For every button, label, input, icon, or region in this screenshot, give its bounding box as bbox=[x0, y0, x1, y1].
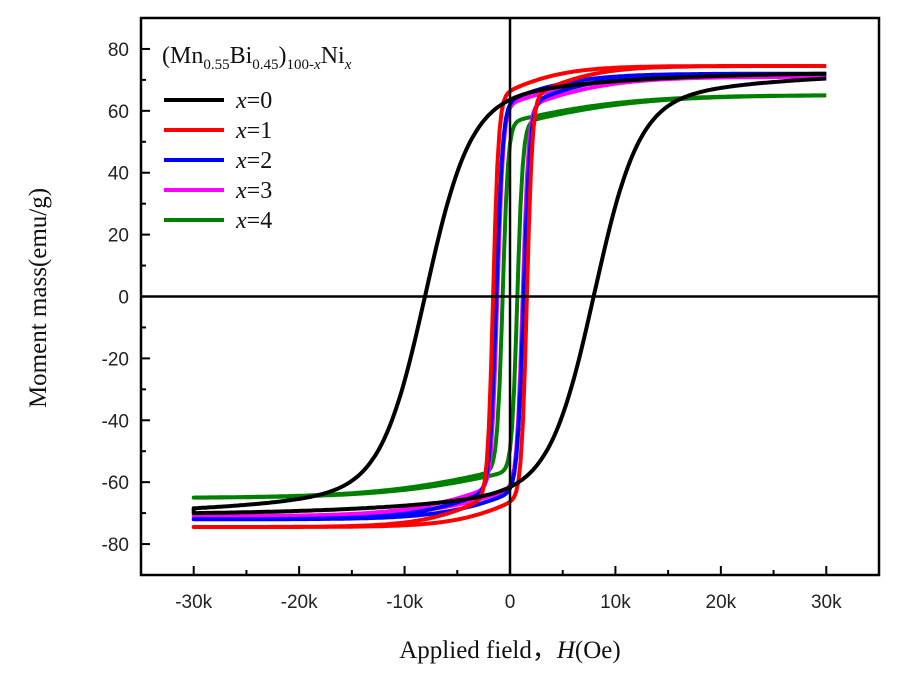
x-axis-title: Applied field，H(Oe) bbox=[399, 637, 620, 664]
x-tick-label: -20k bbox=[281, 592, 318, 613]
legend: (Mn0.55Bi0.45)100-xNix x=0 x=1 x=2 x=3 x=4 bbox=[162, 43, 352, 234]
x-axis-title-var: H bbox=[556, 637, 577, 664]
x-tick-label: 0 bbox=[505, 592, 516, 613]
x-axis-title-unit: (Oe) bbox=[575, 637, 621, 664]
series-line bbox=[191, 64, 827, 529]
y-tick-label: -60 bbox=[102, 473, 129, 494]
y-tick-label: -40 bbox=[102, 411, 129, 432]
y-tick-label: -80 bbox=[102, 535, 129, 556]
x-tick-label: 10k bbox=[600, 592, 631, 613]
series-line bbox=[191, 93, 827, 500]
y-axis-title: Moment mass(emu/g) bbox=[25, 188, 52, 408]
y-axis-ticks: -80 -60 -40 -20 0 20 40 60 80 bbox=[102, 17, 150, 576]
legend-label: x=2 bbox=[235, 148, 272, 174]
x-tick-label: 20k bbox=[706, 592, 737, 613]
series-line bbox=[191, 71, 827, 516]
x-axis-ticks: -30k -20k -10k 0 10k 20k 30k bbox=[175, 566, 842, 613]
y-tick-label: 60 bbox=[108, 102, 129, 123]
y-tick-label: 20 bbox=[108, 226, 129, 247]
legend-label: x=1 bbox=[235, 118, 272, 144]
x-tick-label: 30k bbox=[811, 592, 842, 613]
legend-label: x=4 bbox=[235, 208, 272, 234]
y-tick-label: 0 bbox=[118, 288, 129, 309]
legend-label: x=3 bbox=[235, 178, 272, 204]
x-tick-label: -30k bbox=[175, 592, 212, 613]
series-curves bbox=[191, 64, 827, 529]
legend-label: x=0 bbox=[235, 88, 272, 114]
y-tick-label: 80 bbox=[108, 40, 129, 61]
y-tick-label: 40 bbox=[108, 164, 129, 185]
zero-lines bbox=[141, 18, 879, 575]
y-tick-label: -20 bbox=[102, 349, 129, 370]
x-axis-title-prefix: Applied field， bbox=[399, 637, 557, 664]
x-tick-label: -10k bbox=[386, 592, 423, 613]
legend-title: (Mn0.55Bi0.45)100-xNix bbox=[162, 43, 352, 73]
